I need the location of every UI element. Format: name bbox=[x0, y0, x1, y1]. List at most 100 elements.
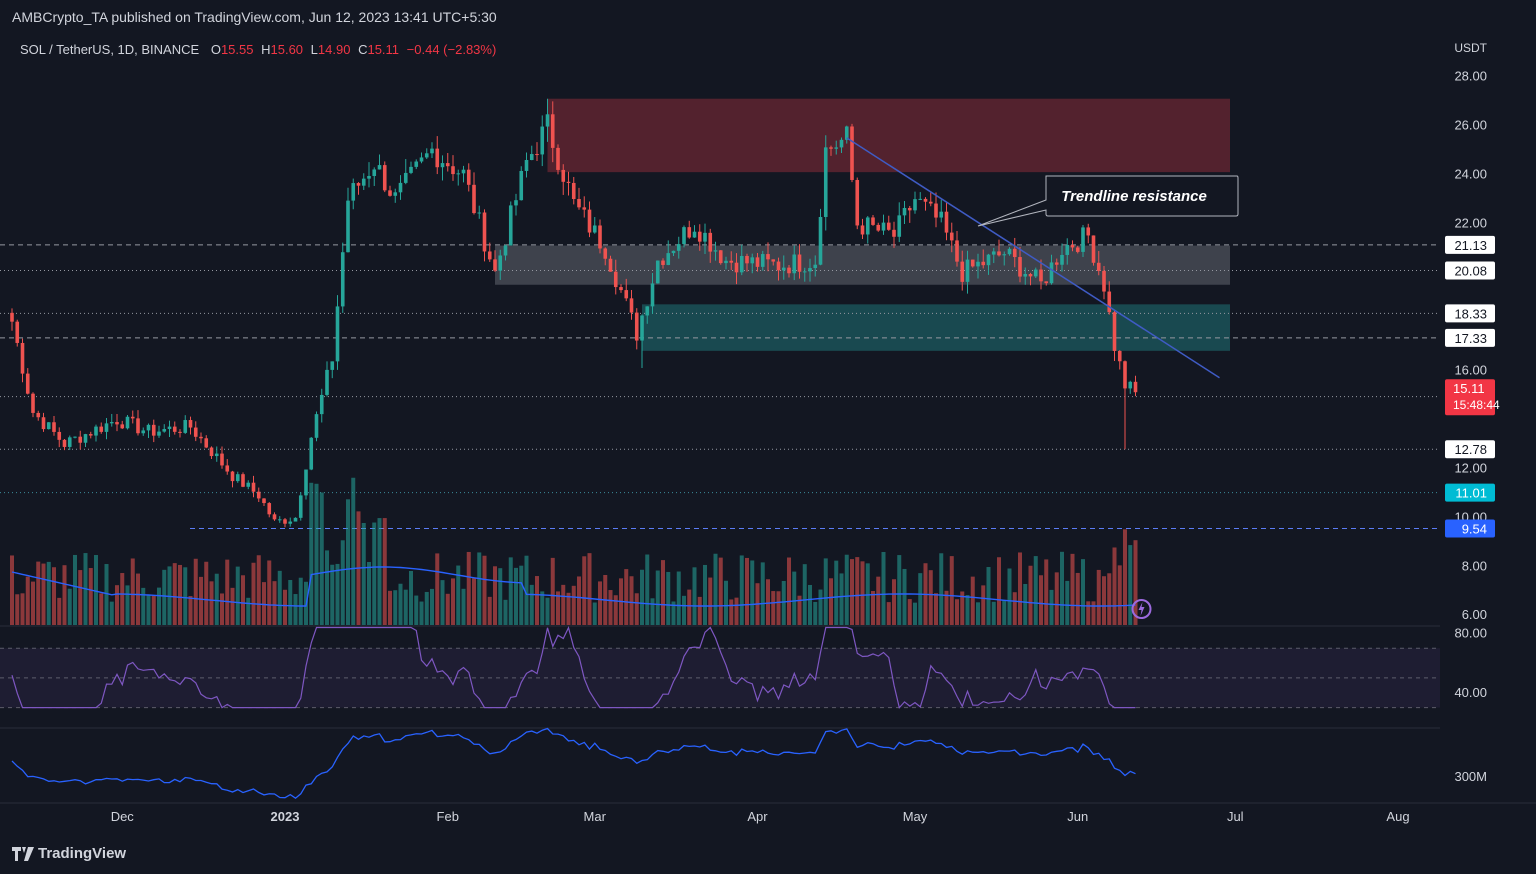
volume-bar bbox=[52, 567, 56, 625]
candle-body bbox=[855, 179, 860, 226]
volume-bar bbox=[934, 593, 938, 625]
candle-body bbox=[934, 203, 938, 218]
volume-bar bbox=[1033, 556, 1038, 625]
open-label: O bbox=[210, 42, 221, 57]
price-tick-label: 24.00 bbox=[1454, 167, 1487, 182]
candle-body bbox=[41, 417, 46, 430]
candle-body bbox=[178, 431, 182, 433]
volume-bar bbox=[346, 499, 350, 625]
volume-bar bbox=[183, 567, 188, 625]
time-tick-label: Mar bbox=[584, 809, 607, 824]
candle-body bbox=[1028, 274, 1033, 277]
candle-body bbox=[251, 482, 256, 492]
candle-body bbox=[204, 438, 209, 448]
candle-body bbox=[897, 215, 902, 237]
volume-bar bbox=[10, 555, 14, 625]
level-badge-20.08: 20.08 bbox=[1454, 264, 1487, 279]
volume-bar bbox=[330, 564, 335, 625]
volume-bar bbox=[1096, 569, 1101, 625]
symbol-name[interactable]: SOL / TetherUS, 1D, BINANCE bbox=[20, 42, 200, 57]
candle-body bbox=[1086, 227, 1091, 236]
symbol-ohlc-line: SOL / TetherUS, 1D, BINANCE O15.55 H15.6… bbox=[20, 42, 496, 57]
candle-body bbox=[172, 426, 177, 432]
volume-bar bbox=[298, 577, 303, 625]
candle-body bbox=[907, 207, 912, 211]
volume-bar bbox=[519, 565, 524, 625]
volume-bar bbox=[393, 590, 398, 625]
volume-bar bbox=[1018, 552, 1022, 625]
volume-bar bbox=[1075, 572, 1080, 625]
volume-bar bbox=[1012, 592, 1017, 625]
candle-body bbox=[508, 205, 513, 246]
candle-body bbox=[729, 260, 734, 263]
candle-body bbox=[1002, 254, 1007, 256]
candle-body bbox=[745, 255, 749, 264]
candle-body bbox=[886, 222, 891, 230]
tradingview-brand[interactable]: TradingView bbox=[12, 845, 126, 862]
volume-bar bbox=[624, 569, 629, 625]
candle-body bbox=[923, 198, 928, 202]
candle-body bbox=[708, 232, 713, 252]
candle-body bbox=[918, 198, 923, 200]
volume-bar bbox=[687, 589, 692, 625]
time-tick-label: Aug bbox=[1386, 809, 1409, 824]
level-badge-17.33: 17.33 bbox=[1454, 331, 1487, 346]
indicator-line bbox=[11, 727, 1136, 800]
candle-body bbox=[739, 255, 744, 273]
supply-zone bbox=[547, 98, 1230, 173]
volume-bar bbox=[1028, 565, 1033, 625]
volume-bar bbox=[776, 591, 781, 625]
candle-body bbox=[1023, 274, 1028, 277]
candle-body bbox=[808, 268, 812, 272]
candle-body bbox=[388, 190, 392, 196]
volume-bar bbox=[451, 578, 455, 625]
volume-bar bbox=[477, 552, 482, 625]
volume-bar bbox=[766, 579, 770, 625]
volume-bar bbox=[666, 571, 671, 625]
volume-bar bbox=[88, 568, 93, 625]
volume-bar bbox=[629, 576, 634, 625]
volume-bar bbox=[508, 557, 513, 625]
candle-body bbox=[997, 251, 1001, 256]
volume-bar bbox=[860, 561, 865, 625]
volume-bar bbox=[928, 570, 933, 625]
candle-body bbox=[703, 232, 707, 242]
candle-body bbox=[246, 482, 251, 487]
volume-bar bbox=[1107, 573, 1112, 625]
candle-body bbox=[493, 259, 497, 271]
volume-bar bbox=[871, 590, 875, 625]
volume-bar bbox=[839, 573, 844, 625]
volume-bar bbox=[325, 550, 329, 625]
volume-bar bbox=[461, 588, 466, 625]
candle-body bbox=[146, 424, 151, 431]
volume-bar bbox=[409, 570, 413, 625]
time-tick-label: May bbox=[903, 809, 928, 824]
candle-body bbox=[73, 436, 77, 438]
candle-body bbox=[944, 211, 949, 233]
candle-body bbox=[892, 229, 896, 237]
volume-bar bbox=[745, 557, 749, 625]
candle-body bbox=[309, 437, 314, 470]
volume-bar bbox=[204, 561, 209, 625]
candle-body bbox=[871, 217, 875, 225]
price-tick-label: 16.00 bbox=[1454, 362, 1487, 377]
close-label: C bbox=[358, 42, 368, 57]
currency-label: USDT bbox=[1454, 41, 1487, 55]
candle-body bbox=[771, 259, 776, 262]
candle-body bbox=[766, 254, 770, 260]
volume-bar bbox=[540, 591, 545, 625]
candle-body bbox=[687, 227, 692, 238]
volume-bar bbox=[235, 566, 240, 625]
candle-body bbox=[913, 199, 917, 211]
volume-bar bbox=[498, 568, 503, 625]
time-tick-label: 2023 bbox=[271, 809, 300, 824]
volume-bar bbox=[1117, 565, 1122, 625]
volume-bar bbox=[151, 595, 156, 625]
candle-body bbox=[330, 361, 335, 370]
candle-body bbox=[792, 254, 797, 274]
volume-bar bbox=[981, 585, 986, 625]
candle-body bbox=[199, 436, 203, 439]
price-tick-label: 12.00 bbox=[1454, 460, 1487, 475]
candle-body bbox=[592, 225, 597, 233]
